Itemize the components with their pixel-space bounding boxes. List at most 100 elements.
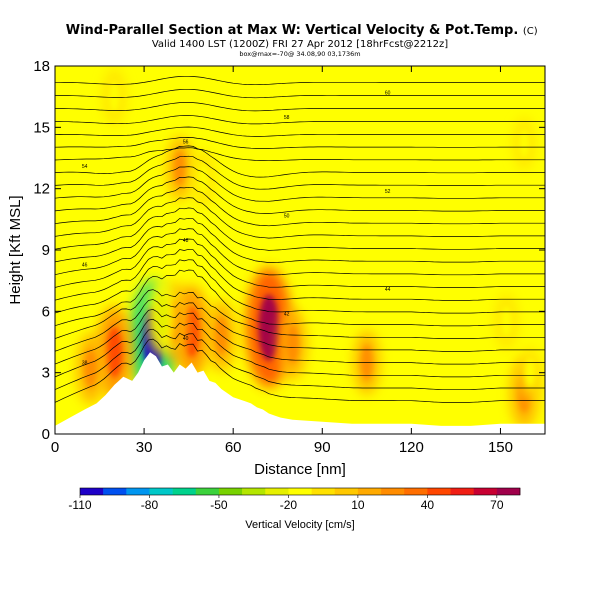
colorbar-swatch [242,488,266,495]
isentrope-label-11: 60 [385,91,391,97]
isentrope-14 [55,186,545,227]
isentrope-20 [55,137,545,149]
colorbar-swatch [288,488,312,495]
isentrope-15 [55,176,545,214]
colorbar-swatch [427,488,451,495]
terrain [55,352,545,434]
velocity-core-16 [501,305,512,338]
colorbar-label: Vertical Velocity [cm/s] [245,519,354,531]
plot-area: 38 40 42 44 46 48 50 52 54 56 58 60 [55,66,545,434]
isentrope-12 [55,207,545,251]
colorbar-swatch [265,488,289,495]
colorbar-swatch [80,488,104,495]
isentrope-5 [55,289,545,339]
isentrope-2 [55,318,545,378]
y-tick-label: 3 [42,365,50,382]
isentrope-label-0: 38 [82,360,88,366]
velocity-core-0 [258,294,280,361]
isentrope-label-10: 58 [284,115,290,121]
colorbar-tick-label: 10 [351,498,365,512]
isentrope-label-5: 48 [183,238,189,244]
isentrope-11 [55,217,545,263]
chart-subtitle: Valid 1400 LST (1200Z) FRI 27 Apr 2012 [… [152,39,448,50]
velocity-core-5 [214,316,228,356]
velocity-core-10 [154,293,169,337]
colorbar-swatch [496,488,521,495]
isentrope-17 [55,155,545,190]
colorbar-tick-label: -110 [68,498,91,512]
isentrope-24 [55,88,545,99]
x-axis: 0 30 60 90 120 150 [51,66,513,456]
colorbar-tick-label: -50 [210,498,228,512]
y-tick-label: 18 [33,58,50,75]
y-tick-label: 15 [33,119,50,136]
x-tick-label: 150 [488,439,513,456]
x-tick-label: 90 [314,439,331,456]
colorbar-swatch [149,488,173,495]
isentrope-label-8: 54 [82,164,88,170]
velocity-core-15 [519,129,530,159]
isentrope-22 [55,115,545,125]
x-tick-label: 0 [51,439,59,456]
colorbar-swatch [404,488,428,495]
x-tick-label: 30 [136,439,153,456]
isentrope-label-3: 44 [385,287,391,293]
velocity-core-12 [173,150,186,186]
isentrope-21 [55,126,545,137]
isentrope-label-6: 50 [284,213,290,219]
colorbar-swatch [450,488,474,495]
colorbar-tick-label: -20 [280,498,298,512]
isentrope-4 [55,299,545,352]
isentrope-label-7: 52 [385,189,391,195]
velocity-core-14 [109,80,120,113]
colorbar-tick-label: -80 [141,498,159,512]
colorbar: -110 -80 -50 -20 10 40 70 [68,487,521,512]
colorbar-frame [79,487,521,496]
y-tick-label: 0 [42,426,50,443]
y-tick-label: 6 [42,303,50,320]
colorbar-tick-label: 70 [490,498,504,512]
isentrope-7 [55,259,545,314]
isentrope-label-9: 56 [183,140,189,146]
isentrope-1 [55,328,545,391]
isentrope-13 [55,197,545,239]
isentrope-9 [55,238,545,288]
colorbar-swatch [357,488,382,495]
velocity-core-4 [84,349,98,389]
y-axis-label: Height [Kft MSL] [7,195,24,304]
isentrope-25 [55,75,545,86]
isentrope-10 [55,228,545,276]
potential-temperature-contours: 38 40 42 44 46 48 50 52 54 56 58 60 [55,75,545,403]
isentrope-3 [55,309,545,365]
isentrope-23 [55,102,545,112]
isentrope-label-2: 42 [284,311,290,317]
colorbar-swatch [172,488,197,495]
chart-title: Wind-Parallel Section at Max W: Vertical… [66,23,519,38]
chart-subtitle-info: box@max=-70@ 34.08,90 03,1736m [239,50,360,58]
x-tick-label: 120 [399,439,424,456]
isentrope-6 [55,269,545,327]
isentrope-8 [55,248,545,301]
colorbar-swatch [334,488,359,495]
isentrope-0 [55,338,545,403]
colorbar-swatch [381,488,405,495]
colorbar-swatch [311,488,336,495]
isentrope-label-4: 46 [82,262,88,268]
colorbar-tick-label: 40 [421,498,435,512]
chart-title-mark: (C) [523,26,538,37]
colorbar-swatch [473,488,498,495]
isentrope-label-1: 40 [183,336,189,342]
velocity-core-6 [286,324,299,364]
velocity-core-17 [525,358,536,388]
colorbar-swatch [103,488,127,495]
velocity-core-11 [141,89,153,125]
y-tick-label: 9 [42,242,50,259]
colorbar-swatch [218,488,243,495]
y-tick-label: 12 [33,181,50,198]
velocity-core-13 [198,162,209,195]
colorbar-swatch [195,488,220,495]
colorbar-swatch [126,488,150,495]
isentrope-18 [55,145,545,178]
y-axis: 0 3 6 9 12 15 18 [33,58,545,443]
